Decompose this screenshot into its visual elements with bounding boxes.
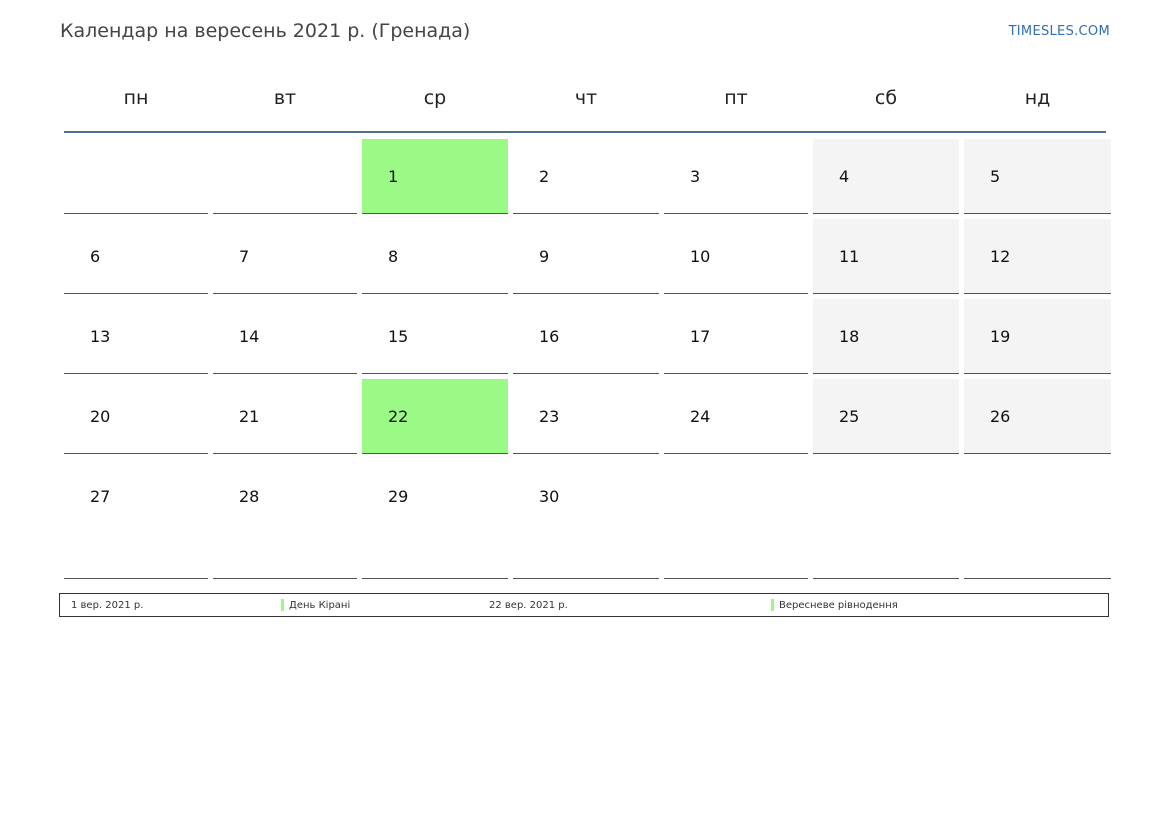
page-title: Календар на вересень 2021 р. (Гренада) (60, 20, 471, 42)
day-number: 14 (239, 327, 260, 346)
day-number: 17 (690, 327, 711, 346)
day-number: 10 (690, 247, 711, 266)
day-cell: 21 (213, 379, 357, 454)
legend-color-mark (281, 599, 284, 611)
day-cell (964, 459, 1111, 579)
legend-holiday-name: Вересневе рівнодення (779, 600, 898, 611)
legend-date: 22 вер. 2021 р. (489, 600, 568, 611)
day-cell: 28 (213, 459, 357, 579)
day-cell: 17 (664, 299, 808, 374)
day-cell: 23 (513, 379, 659, 454)
day-number: 8 (388, 247, 399, 266)
day-cell: 9 (513, 219, 659, 294)
weekday-tue: вт (273, 87, 297, 109)
day-number: 24 (690, 407, 711, 426)
weekday-mon: пн (123, 87, 149, 109)
legend-holiday-name: День Кірані (289, 600, 351, 611)
day-cell: 18 (813, 299, 959, 374)
day-number: 28 (239, 487, 260, 506)
day-number: 22 (388, 407, 409, 426)
day-number: 1 (388, 167, 399, 186)
day-number: 5 (990, 167, 1001, 186)
day-number: 18 (839, 327, 860, 346)
day-cell: 4 (813, 139, 959, 214)
day-number: 6 (90, 247, 101, 266)
day-cell: 6 (64, 219, 208, 294)
day-cell: 25 (813, 379, 959, 454)
day-cell (64, 139, 208, 214)
holiday-legend: 1 вер. 2021 р. День Кірані 22 вер. 2021 … (59, 593, 1109, 617)
day-cell: 19 (964, 299, 1111, 374)
day-number: 19 (990, 327, 1011, 346)
day-number: 20 (90, 407, 111, 426)
day-cell: 13 (64, 299, 208, 374)
day-cell: 16 (513, 299, 659, 374)
day-cell: 12 (964, 219, 1111, 294)
day-number: 11 (839, 247, 860, 266)
legend-color-mark (771, 599, 774, 611)
weekday-sat: сб (874, 87, 898, 109)
day-cell: 11 (813, 219, 959, 294)
day-cell: 27 (64, 459, 208, 579)
weekday-wed: ср (423, 87, 447, 109)
day-cell: 3 (664, 139, 808, 214)
weekday-sun: нд (1024, 87, 1051, 109)
day-cell: 7 (213, 219, 357, 294)
day-cell (213, 139, 357, 214)
day-cell: 29 (362, 459, 508, 579)
weekday-fri: пт (724, 87, 748, 109)
day-cell: 22 (362, 379, 508, 454)
calendar-grid: 1 2 3 4 5 6 7 8 9 10 11 12 13 14 15 16 1… (64, 139, 1111, 579)
day-cell: 20 (64, 379, 208, 454)
day-cell: 5 (964, 139, 1111, 214)
day-number: 15 (388, 327, 409, 346)
day-number: 3 (690, 167, 701, 186)
header-divider (64, 131, 1106, 133)
day-number: 23 (539, 407, 560, 426)
day-number: 12 (990, 247, 1011, 266)
day-number: 26 (990, 407, 1011, 426)
day-cell: 14 (213, 299, 357, 374)
day-number: 21 (239, 407, 260, 426)
day-number: 16 (539, 327, 560, 346)
day-number: 29 (388, 487, 409, 506)
day-cell: 26 (964, 379, 1111, 454)
day-cell: 8 (362, 219, 508, 294)
day-number: 27 (90, 487, 111, 506)
day-cell: 1 (362, 139, 508, 214)
day-cell (813, 459, 959, 579)
day-number: 30 (539, 487, 560, 506)
day-number: 2 (539, 167, 550, 186)
day-cell: 2 (513, 139, 659, 214)
brand-link[interactable]: TIMESLES.COM (1008, 24, 1110, 39)
day-cell: 24 (664, 379, 808, 454)
day-cell: 30 (513, 459, 659, 579)
day-number: 7 (239, 247, 250, 266)
day-number: 13 (90, 327, 111, 346)
legend-date: 1 вер. 2021 р. (71, 600, 144, 611)
day-cell: 15 (362, 299, 508, 374)
day-cell (664, 459, 808, 579)
day-number: 4 (839, 167, 850, 186)
day-cell: 10 (664, 219, 808, 294)
weekday-thu: чт (574, 87, 598, 109)
weekday-header: пн вт ср чт пт сб нд (64, 80, 1106, 116)
day-number: 9 (539, 247, 550, 266)
day-number: 25 (839, 407, 860, 426)
